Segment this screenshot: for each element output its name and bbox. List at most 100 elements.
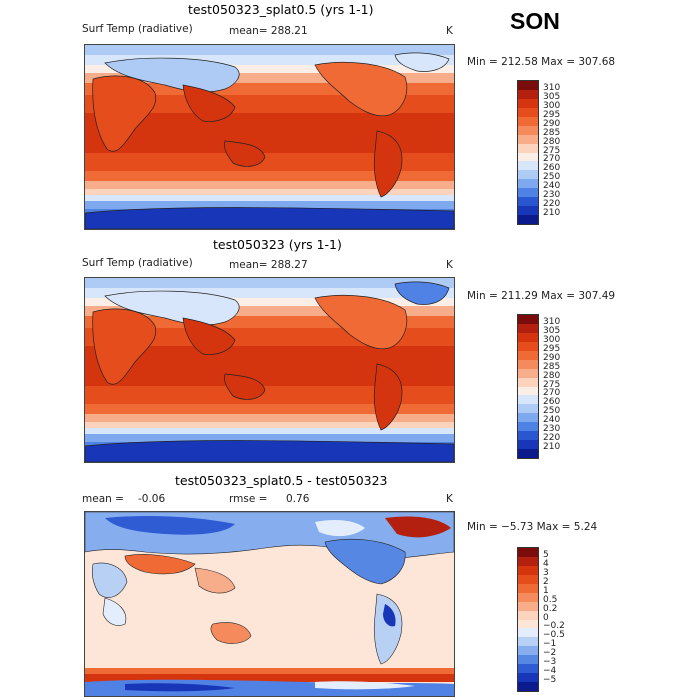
colorbar-swatch (518, 197, 538, 207)
panel3-rmse-label: rmse = (229, 493, 268, 505)
colorbar-swatch (518, 682, 538, 691)
panel3-colorbar-swatches (518, 548, 538, 691)
colorbar-tick-label: 240 (543, 415, 561, 426)
panel1-mean: mean= 288.21 (229, 25, 308, 37)
colorbar-tick-label: 290 (543, 118, 561, 129)
colorbar-swatch (518, 170, 538, 180)
colorbar-swatch (518, 377, 538, 387)
colorbar-swatch (518, 206, 538, 216)
panel2-colorbar-swatches (518, 315, 538, 458)
colorbar-tick-label: 0.5 (543, 594, 558, 605)
panel1-variable: Surf Temp (radiative) (82, 23, 193, 35)
colorbar-swatch (518, 422, 538, 432)
colorbar-swatch (518, 188, 538, 198)
colorbar-tick-label: 230 (543, 424, 561, 435)
colorbar-tick-label: 230 (543, 190, 561, 201)
colorbar-swatch (518, 152, 538, 162)
colorbar-tick-label: 220 (543, 199, 561, 210)
colorbar-tick-label: 310 (543, 82, 561, 93)
colorbar-tick-label: −5 (543, 675, 557, 686)
colorbar-swatch (518, 143, 538, 153)
colorbar-swatch (518, 574, 538, 584)
colorbar-tick-label: −2 (543, 648, 557, 659)
colorbar-swatch (518, 215, 538, 224)
colorbar-tick-label: 290 (543, 352, 561, 363)
colorbar-tick-label: 285 (543, 361, 561, 372)
panel3-colorbar (517, 547, 539, 692)
colorbar-swatch (518, 107, 538, 117)
panel1-minmax: Min = 212.58 Max = 307.68 (467, 56, 616, 68)
colorbar-tick-label: 5 (543, 549, 549, 560)
colorbar-tick-label: 285 (543, 127, 561, 138)
colorbar-swatch (518, 610, 538, 620)
colorbar-swatch (518, 404, 538, 414)
colorbar-tick-label: −0.5 (543, 630, 565, 641)
panel1-title: test050323_splat0.5 (yrs 1-1) (188, 2, 374, 17)
panel3-mean-value: -0.06 (138, 493, 166, 505)
colorbar-swatch (518, 637, 538, 647)
colorbar-tick-label: 240 (543, 181, 561, 192)
colorbar-tick-label: 270 (543, 154, 561, 165)
colorbar-tick-label: 0.2 (543, 603, 558, 614)
colorbar-swatch (518, 601, 538, 611)
colorbar-tick-label: 305 (543, 325, 561, 336)
panel3-difference-field (85, 512, 454, 696)
colorbar-tick-label: 250 (543, 406, 561, 417)
colorbar-swatch (518, 431, 538, 441)
colorbar-swatch (518, 368, 538, 378)
colorbar-swatch (518, 98, 538, 108)
panel1-map (84, 44, 455, 230)
colorbar-tick-label: 260 (543, 163, 561, 174)
colorbar-tick-label: 260 (543, 397, 561, 408)
panel2-minmax: Min = 211.29 Max = 307.49 (467, 290, 616, 302)
colorbar-tick-label: −0.2 (543, 621, 565, 632)
colorbar-swatch (518, 332, 538, 342)
colorbar-tick-label: 305 (543, 91, 561, 102)
colorbar-tick-label: −4 (543, 666, 557, 677)
panel2-variable: Surf Temp (radiative) (82, 257, 193, 269)
panel1-colorbar-labels: 310 305 300 295 290 285 280 275 270 260 250 240 230 2… (543, 80, 583, 225)
colorbar-swatch (518, 646, 538, 656)
colorbar-swatch (518, 179, 538, 189)
colorbar-swatch (518, 619, 538, 629)
colorbar-swatch (518, 81, 538, 90)
panel2-title: test050323 (yrs 1-1) (213, 237, 342, 252)
panel3-colorbar-labels: 5 4 3 2 1 0.5 0.2 0 −0.2 −0.5 −1 −2 −3 −4 −5 (543, 547, 583, 692)
colorbar-tick-label: −3 (543, 657, 557, 668)
colorbar-swatch (518, 161, 538, 171)
colorbar-swatch (518, 413, 538, 423)
colorbar-tick-label: 275 (543, 379, 561, 390)
colorbar-swatch (518, 341, 538, 351)
colorbar-tick-label: 2 (543, 576, 549, 587)
colorbar-swatch (518, 116, 538, 126)
panel2-colorbar (517, 314, 539, 459)
panel2-units: K (446, 259, 453, 271)
panel3-mean-label: mean = (82, 493, 124, 505)
colorbar-swatch (518, 556, 538, 566)
colorbar-swatch (518, 583, 538, 593)
colorbar-tick-label: 275 (543, 145, 561, 156)
panel2-temperature-field (85, 278, 454, 462)
colorbar-tick-label: 220 (543, 433, 561, 444)
colorbar-swatch (518, 449, 538, 458)
colorbar-swatch (518, 134, 538, 144)
season-label: SON (510, 8, 560, 34)
colorbar-swatch (518, 323, 538, 333)
colorbar-tick-label: 270 (543, 388, 561, 399)
panel1-colorbar (517, 80, 539, 225)
colorbar-tick-label: 280 (543, 370, 561, 381)
colorbar-swatch (518, 359, 538, 369)
panel3-map (84, 511, 455, 697)
colorbar-tick-label: 295 (543, 343, 561, 354)
colorbar-tick-label: 0 (543, 612, 549, 623)
panel3-units: K (446, 493, 453, 505)
colorbar-swatch (518, 628, 538, 638)
colorbar-tick-label: 1 (543, 585, 549, 596)
colorbar-swatch (518, 350, 538, 360)
panel2-map (84, 277, 455, 463)
colorbar-swatch (518, 125, 538, 135)
colorbar-tick-label: 280 (543, 136, 561, 147)
colorbar-swatch (518, 395, 538, 405)
colorbar-tick-label: 295 (543, 109, 561, 120)
panel2-colorbar-labels: 310 305 300 295 290 285 280 275 270 260 250 240 230 2… (543, 314, 583, 459)
